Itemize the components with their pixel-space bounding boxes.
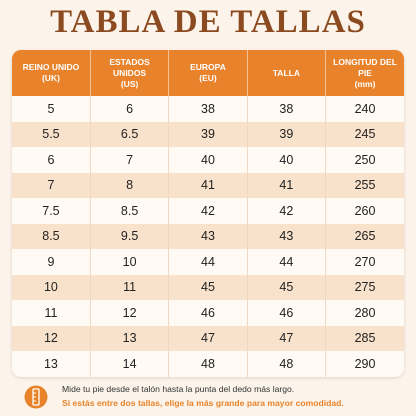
table-cell: 280 xyxy=(325,300,404,326)
table-cell: 9 xyxy=(12,249,91,275)
column-label: REINO UNIDO xyxy=(22,62,80,72)
table-cell: 43 xyxy=(246,223,326,249)
column-header: LONGITUD DEL PIE (mm) xyxy=(325,50,404,96)
table-cell: 245 xyxy=(325,121,404,147)
table-cell: 38 xyxy=(168,96,248,122)
table-cell: 7 xyxy=(89,147,169,173)
table-cell: 13 xyxy=(89,325,169,351)
header-row: REINO UNIDO (UK) ESTADOS UNIDOS (US) EUROPA(… xyxy=(12,50,404,96)
table-cell: 41 xyxy=(246,172,326,198)
table-cell: 7.5 xyxy=(12,198,91,224)
table-cell: 255 xyxy=(325,172,404,198)
table-cell: 47 xyxy=(246,325,326,351)
column-unit: (mm) xyxy=(354,78,376,89)
table-cell: 8.5 xyxy=(12,223,91,249)
column-label: LONGITUD DEL PIE xyxy=(333,56,397,78)
table-row: 11 12 46 46 280 xyxy=(12,300,404,326)
table-cell: 250 xyxy=(325,147,404,173)
column-unit: (UK) xyxy=(41,73,60,83)
table-row: 10 11 45 45 275 xyxy=(12,274,404,300)
table-row: 9 10 44 44 270 xyxy=(12,249,404,275)
footer-tip: Si estás entre dos tallas, elige la más … xyxy=(62,398,344,408)
table-cell: 12 xyxy=(12,325,91,351)
column-label: ESTADOS UNIDOS xyxy=(109,56,150,78)
table-cell: 5 xyxy=(12,96,91,122)
column-header: EUROPA (EU) xyxy=(168,50,248,96)
table-cell: 40 xyxy=(168,147,248,173)
table-cell: 42 xyxy=(246,198,326,224)
table-cell: 275 xyxy=(325,274,404,300)
table-cell: 38 xyxy=(246,96,326,122)
table-cell: 48 xyxy=(168,351,248,377)
table-cell: 47 xyxy=(168,325,248,351)
table-cell: 9.5 xyxy=(89,223,169,249)
table-cell: 12 xyxy=(89,300,169,326)
table-row: 7.5 8.5 42 42 260 xyxy=(12,198,404,224)
footer: Mide tu pie desde el talón hasta la punt… xyxy=(14,382,404,412)
table-cell: 290 xyxy=(325,351,404,377)
table-body: 5 6 38 38 240 5.5 6.5 39 39 245 6 7 40 40 250 7 8 41 41 255… xyxy=(12,96,404,377)
table-row: 13 14 48 48 290 xyxy=(12,351,404,377)
title: TABLA DE TALLAS xyxy=(50,4,366,40)
column-header: REINO UNIDO (UK) xyxy=(12,50,91,96)
table-row: 5.5 6.5 39 39 245 xyxy=(12,121,404,147)
table-cell: 45 xyxy=(168,274,248,300)
table-row: 5 6 38 38 240 xyxy=(12,96,404,122)
table-cell: 8.5 xyxy=(89,198,169,224)
table-cell: 7 xyxy=(12,172,91,198)
size-table: REINO UNIDO (UK) ESTADOS UNIDOS (US) EUROPA(… xyxy=(12,50,404,377)
column-unit: (US) xyxy=(120,78,139,89)
table-cell: 270 xyxy=(325,249,404,275)
table-cell: 44 xyxy=(246,249,326,275)
column-header: ESTADOS UNIDOS (US) xyxy=(89,50,169,96)
table-cell: 46 xyxy=(246,300,326,326)
table-row: 12 13 47 47 285 xyxy=(12,325,404,351)
table-row: 6 7 40 40 250 xyxy=(12,147,404,173)
table-cell: 13 xyxy=(12,351,91,377)
column-label: TALLA xyxy=(272,67,300,78)
table-cell: 39 xyxy=(246,121,326,147)
table-cell: 10 xyxy=(89,249,169,275)
table-cell: 46 xyxy=(168,300,248,326)
table-cell: 6 xyxy=(89,96,169,122)
table-cell: 14 xyxy=(89,351,169,377)
table-cell: 45 xyxy=(246,274,326,300)
table: REINO UNIDO (UK) ESTADOS UNIDOS (US) EUROPA(… xyxy=(12,50,404,377)
table-cell: 44 xyxy=(168,249,248,275)
table-cell: 10 xyxy=(12,274,91,300)
table-cell: 240 xyxy=(325,96,404,122)
table-cell: 260 xyxy=(325,198,404,224)
table-cell: 6 xyxy=(12,147,91,173)
column-unit: (EU) xyxy=(199,73,217,83)
table-row: 8.5 9.5 43 43 265 xyxy=(12,223,404,249)
table-cell: 39 xyxy=(168,121,248,147)
table-cell: 40 xyxy=(246,147,326,173)
table-cell: 285 xyxy=(325,325,404,351)
table-row: 7 8 41 41 255 xyxy=(12,172,404,198)
table-cell: 5.5 xyxy=(12,121,91,147)
table-cell: 43 xyxy=(168,223,248,249)
table-cell: 42 xyxy=(168,198,248,224)
table-cell: 48 xyxy=(246,351,326,377)
table-cell: 265 xyxy=(325,223,404,249)
table-cell: 8 xyxy=(89,172,169,198)
table-cell: 11 xyxy=(12,300,91,326)
table-cell: 6.5 xyxy=(89,121,169,147)
ruler-icon xyxy=(24,385,48,409)
table-cell: 11 xyxy=(89,274,169,300)
table-cell: 41 xyxy=(168,172,248,198)
column-label: EUROPA xyxy=(190,62,226,72)
footer-note: Mide tu pie desde el talón hasta la punt… xyxy=(62,384,295,394)
column-header: TALLA xyxy=(246,50,326,96)
